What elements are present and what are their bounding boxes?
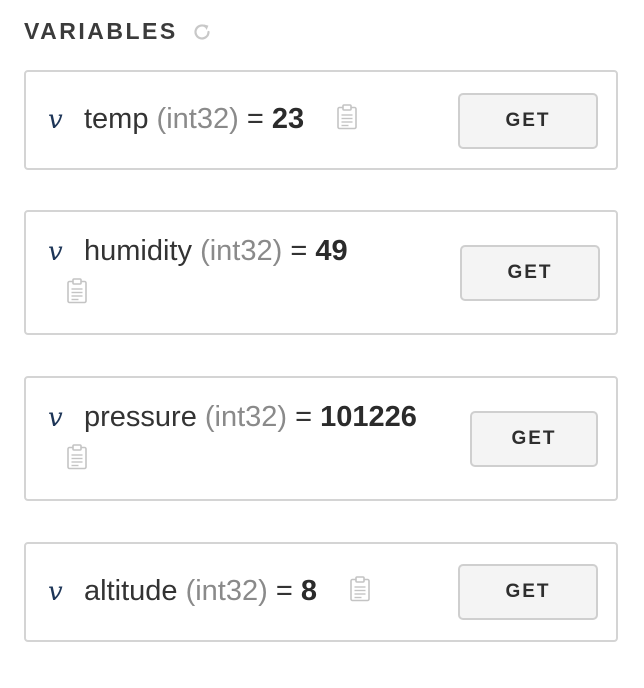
- equals-sign: =: [246, 103, 264, 135]
- equals-sign: =: [290, 235, 308, 267]
- variable-value: 8: [300, 575, 317, 607]
- variable-name: altitude: [84, 575, 178, 607]
- clipboard-icon[interactable]: [66, 444, 88, 470]
- clipboard-icon[interactable]: [349, 576, 371, 602]
- variable-value: 49: [315, 235, 348, 267]
- variables-header: VARIABLES: [24, 18, 214, 45]
- variable-type: (int32): [156, 103, 239, 135]
- get-button[interactable]: GET: [458, 93, 598, 149]
- get-button[interactable]: GET: [460, 245, 600, 301]
- variable-card-altitude: v altitude (int32) = 8 GET: [24, 542, 618, 642]
- variable-card-humidity: v humidity (int32) = 49 GET: [24, 210, 618, 335]
- section-title: VARIABLES: [24, 18, 178, 44]
- variable-line: v humidity (int32) = 49: [48, 234, 348, 269]
- variable-line: v altitude (int32) = 8: [48, 574, 371, 609]
- clipboard-icon[interactable]: [66, 278, 88, 304]
- variable-line: v pressure (int32) = 101226: [48, 400, 417, 435]
- variable-type: (int32): [200, 235, 283, 267]
- variable-card-temp: v temp (int32) = 23 GET: [24, 70, 618, 170]
- variable-marker: v: [48, 237, 63, 267]
- variable-type: (int32): [204, 401, 288, 433]
- variable-name: humidity: [84, 235, 192, 267]
- get-button[interactable]: GET: [470, 411, 598, 467]
- variable-value: 101226: [320, 401, 417, 433]
- variable-marker: v: [48, 403, 63, 433]
- variable-type: (int32): [185, 575, 268, 607]
- variable-name: temp: [84, 103, 149, 135]
- variable-marker: v: [48, 105, 63, 135]
- get-button[interactable]: GET: [458, 564, 598, 620]
- variable-card-pressure: v pressure (int32) = 101226 GET: [24, 376, 618, 501]
- variable-line: v temp (int32) = 23: [48, 102, 358, 137]
- equals-sign: =: [275, 575, 293, 607]
- clipboard-icon[interactable]: [336, 104, 358, 130]
- variable-value: 23: [271, 103, 305, 135]
- variable-name: pressure: [84, 401, 197, 433]
- equals-sign: =: [295, 401, 313, 433]
- variable-marker: v: [48, 577, 63, 607]
- refresh-icon[interactable]: [190, 20, 214, 44]
